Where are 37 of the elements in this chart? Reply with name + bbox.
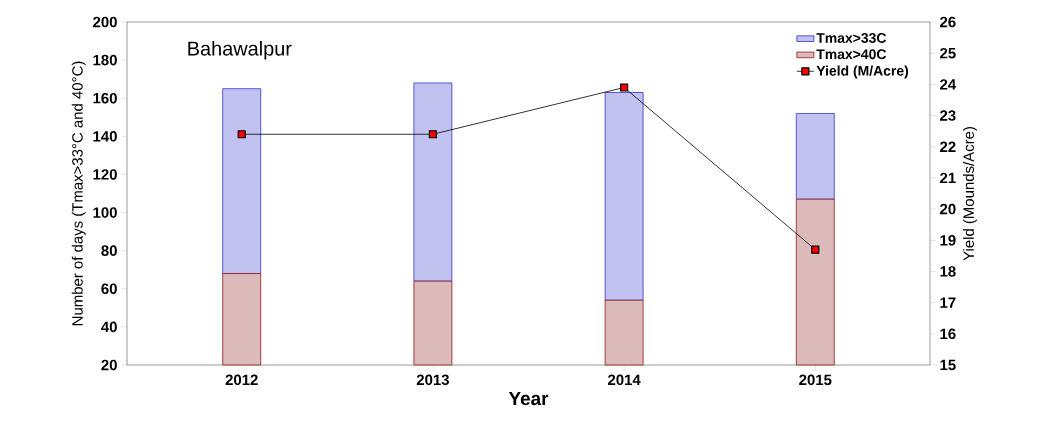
- x-tick-label: 2015: [799, 374, 832, 386]
- y-tick-label: 200: [93, 16, 117, 28]
- y2-tick-label: 15: [940, 359, 956, 371]
- y2-tick-label: 16: [940, 328, 956, 340]
- y2-axis-title: Yield (Mounds/Acre): [962, 127, 977, 261]
- y2-tick-label: 17: [940, 297, 956, 308]
- y-tick-label: 180: [93, 54, 117, 66]
- y-tick-label: 160: [93, 92, 117, 104]
- point: [620, 83, 629, 92]
- x-tick-label: 2014: [607, 374, 641, 386]
- y-tick-label: 80: [101, 245, 117, 256]
- y2-tick-label: 24: [940, 79, 957, 90]
- y2-tick-label: 18: [940, 266, 956, 277]
- y-tick-label: 60: [101, 283, 117, 295]
- point: [428, 130, 438, 139]
- y-tick-label: 100: [93, 207, 117, 218]
- y2-tick-label: 19: [940, 234, 956, 246]
- y2-tick-label: 22: [940, 141, 956, 152]
- x-tick-label: 2013: [416, 374, 449, 386]
- x-axis-title: Year: [508, 391, 549, 406]
- y-tick-label: 120: [93, 169, 117, 180]
- legend-label: Tmax>33C: [816, 33, 887, 43]
- point: [237, 130, 246, 139]
- y-axis-title: Number of days (Tmax>33°C and 40°C): [71, 61, 86, 326]
- point: [811, 245, 820, 254]
- y-tick-label: 40: [101, 321, 117, 333]
- y2-tick-label: 21: [940, 172, 956, 184]
- legend-label: Tmax>40C: [816, 49, 887, 60]
- y2-tick-label: 23: [940, 110, 956, 121]
- y2-tick-label: 20: [940, 203, 956, 215]
- y2-tick-label: 26: [940, 16, 956, 28]
- text: Bahawalpur: [188, 41, 292, 60]
- x-tick-label: 2012: [225, 374, 258, 386]
- y-tick-label: 20: [101, 359, 117, 371]
- y2-tick-label: 25: [940, 47, 956, 59]
- y-tick-label: 140: [93, 131, 117, 142]
- legend-label: Yield (M/Acre): [816, 65, 909, 79]
